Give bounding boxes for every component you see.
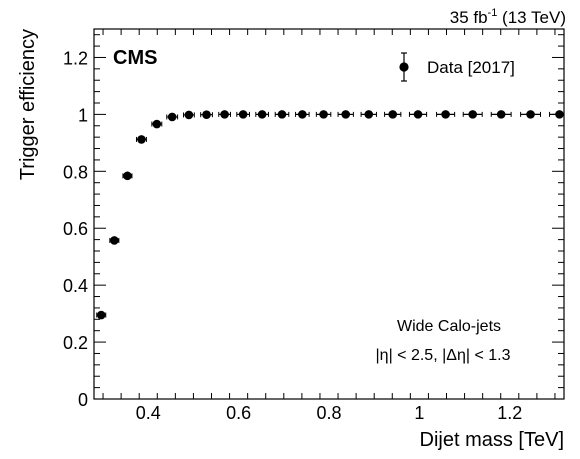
data-marker [152,119,162,129]
data-point [200,110,213,119]
plot-frame [93,28,565,400]
data-marker [238,110,248,119]
data-marker [413,110,423,119]
data-point [408,110,428,119]
data-marker [298,110,307,119]
data-point [151,119,163,129]
x-axis-ticks: 0.4 0.6 0.8 1 1.2 [102,29,556,423]
data-point [218,110,231,119]
data-point [549,110,565,119]
data-marker [468,110,478,119]
y-tick-label: 1.2 [63,48,88,68]
data-marker [496,110,506,119]
data-marker [167,112,177,122]
data-point [274,110,290,119]
lumi-exponent: -1 [488,7,498,19]
data-point [109,236,120,245]
data-point [520,110,541,119]
x-tick-label: 0.6 [226,403,251,423]
data-point [436,110,456,119]
data-marker [277,110,287,119]
lumi-label: 35 fb-1 (13 TeV) [450,7,566,27]
data-marker [220,110,229,119]
data-marker [555,110,564,119]
y-axis-title: Trigger efficiency [17,29,39,180]
y-axis-ticks: 0 0.2 0.4 0.6 0.8 1 1.2 [63,34,564,410]
data-point [384,110,402,119]
y-tick-label: 0.2 [63,333,88,353]
annotation-jet-type: Wide Calo-jets [397,318,501,335]
legend: Data [2017] [399,52,515,82]
y-tick-label: 1 [78,105,88,125]
data-marker [184,110,194,120]
data-marker [137,135,146,144]
lumi-value: 35 fb [450,8,488,27]
y-tick-label: 0.8 [63,162,88,182]
data-point [315,110,332,119]
data-point [295,110,310,119]
data-point [360,110,377,119]
x-tick-label: 1.2 [497,403,522,423]
data-marker [526,110,535,119]
energy-label: (13 TeV) [497,8,566,27]
data-marker [123,171,132,181]
data-point [96,310,107,320]
data-point [135,135,147,144]
experiment-label: CMS [113,47,157,69]
data-marker [319,110,328,119]
x-tick-label: 0.8 [316,403,341,423]
data-point [236,110,250,119]
y-tick-label: 0.6 [63,219,88,239]
annotation-cuts: |η| < 2.5, |Δη| < 1.3 [376,347,511,364]
data-marker [364,110,374,119]
data-point [337,110,354,119]
data-marker [257,110,267,119]
data-point [255,110,269,119]
data-marker [202,110,211,119]
data-point [490,110,512,119]
data-marker [388,110,398,119]
data-marker [96,310,106,320]
data-point [182,110,195,120]
legend-label: Data [2017] [427,58,515,77]
data-point [166,112,179,122]
data-points [96,110,565,320]
data-marker [341,110,351,119]
data-point [462,110,483,119]
y-tick-label: 0 [78,390,88,410]
legend-marker [399,62,409,72]
data-marker [441,110,450,119]
y-tick-label: 0.4 [63,276,88,296]
x-tick-label: 0.4 [136,403,161,423]
data-point [122,171,133,181]
x-tick-label: 1 [414,403,424,423]
x-axis-title: Dijet mass [TeV] [420,429,564,451]
data-marker [110,236,119,245]
